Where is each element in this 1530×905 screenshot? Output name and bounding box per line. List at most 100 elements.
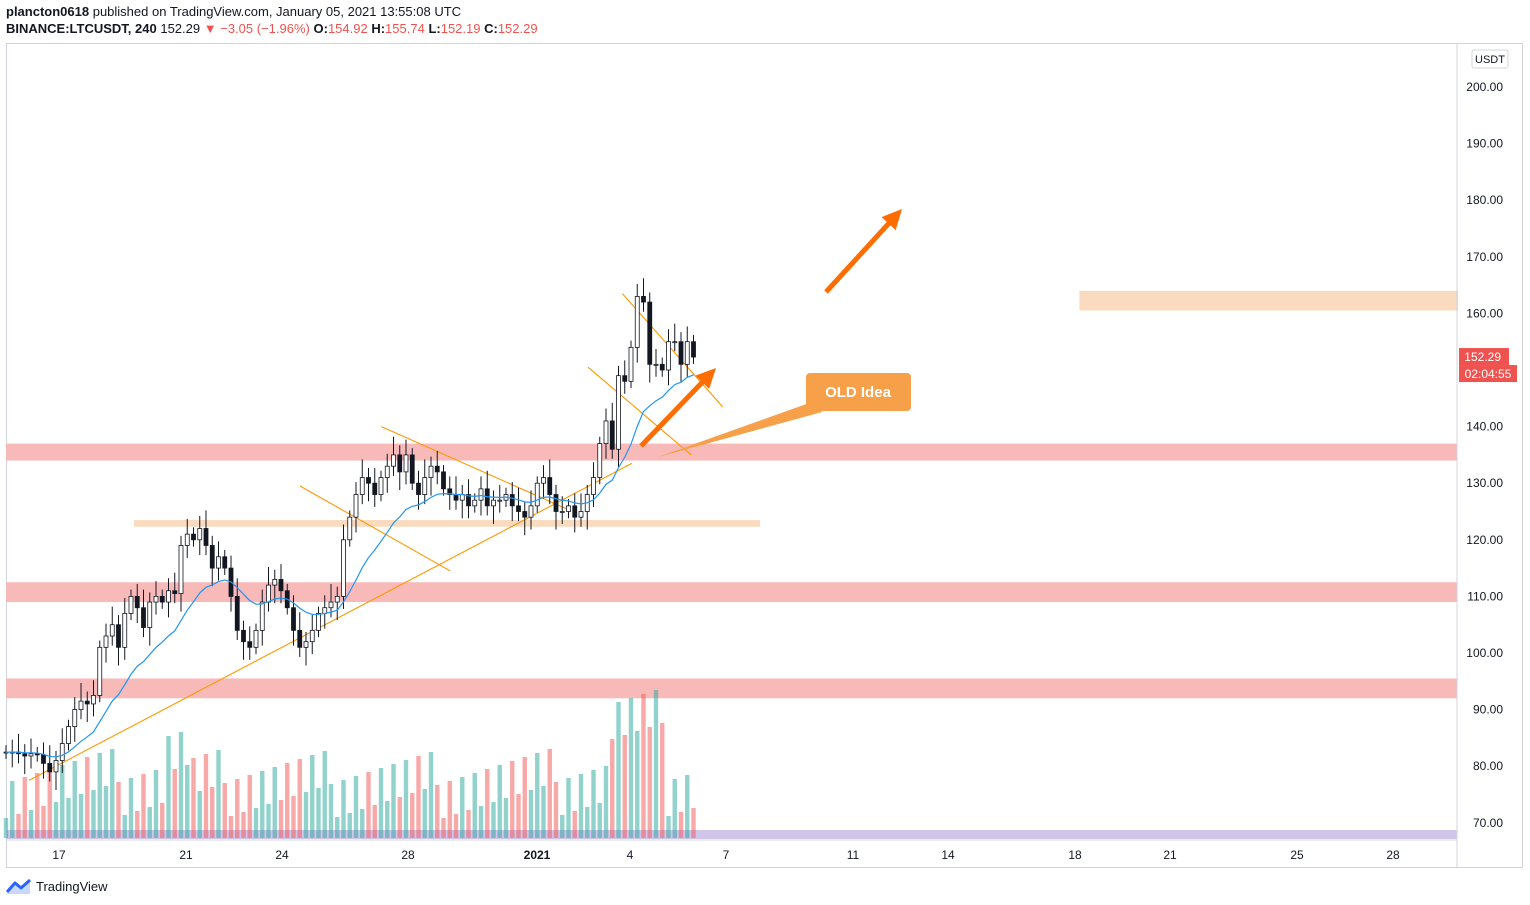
currency-label: USDT [1475,54,1505,66]
volume-bar [360,809,365,838]
time-tick: 14 [941,848,955,862]
candle-body [447,488,453,495]
trend-line [299,485,451,572]
candle-body [378,477,384,495]
candle-body [247,641,253,648]
candle-body [659,363,665,371]
volume-bar [547,749,552,838]
time-tick: 4 [627,848,634,862]
volume-bar [16,814,21,838]
price-tick: 110.00 [1467,589,1503,603]
candle-body [241,629,246,643]
candle-body [422,477,428,495]
symbol-label[interactable]: BINANCE:LTCUSDT, 240 [6,21,157,36]
candle-body [28,753,34,757]
candle-body [209,545,215,569]
candle-body [184,533,190,546]
candle-body [128,596,134,614]
candle-body [541,477,546,484]
candle-body [622,375,628,382]
candle-body [341,539,346,597]
price-tick: 90.00 [1473,703,1503,717]
volume-bar [128,778,134,838]
time-tick: 11 [847,848,860,862]
candle-body [441,471,446,490]
symbol-legend: BINANCE:LTCUSDT, 240 152.29 ▼ −3.05 (−1.… [6,21,538,36]
volume-bar [10,781,15,838]
volume-bar [28,810,34,838]
volume-bar [235,779,240,838]
candle-body [572,505,578,518]
candle-body [684,341,690,365]
open-label: O: [313,21,328,36]
candle-body [628,346,634,382]
volume-bar [310,755,315,838]
volume-bar [591,770,596,838]
supply-zone [1079,290,1459,311]
resistance-zone-110 [6,582,1457,603]
volume-bar [528,790,534,838]
candle-body [97,646,103,696]
volume-bar [122,815,127,838]
candles [3,278,696,790]
candle-body [397,454,403,473]
candle-body [34,753,40,756]
volume-bar [197,791,202,838]
candle-body [259,601,265,631]
candle-body [647,301,653,365]
candle-body [309,629,315,643]
candle-body [266,584,271,603]
price-change: −3.05 (−1.96%) [220,21,310,36]
candle-body [416,482,421,495]
candle-body [103,635,109,648]
volume-bar [622,735,627,838]
volume-bar [428,752,434,838]
candle-body [497,499,503,502]
candle-body [203,528,209,546]
volume-bar [691,808,696,838]
candle-body [84,700,90,705]
volume-bar [453,814,459,838]
volume-bar [222,783,227,838]
volume-bar [522,757,527,838]
candle-body [528,505,534,518]
candle-body [316,612,321,631]
volume-bar [116,782,121,838]
candle-body [616,375,621,450]
volume-bar [47,769,52,838]
candle-body [391,454,396,467]
candle-body [72,709,78,727]
volume-bar [416,756,421,838]
candle-body [197,528,203,541]
volume-baseline [6,830,1457,839]
candle-body [516,505,521,512]
volume-bar [610,739,615,838]
volume-bar [378,768,384,838]
time-tick: 2021 [524,848,551,862]
volume-bar [491,802,496,838]
volume-bar [241,812,246,838]
publisher-name[interactable]: plancton0618 [6,4,90,19]
volume-bar [628,698,634,838]
candle-body [141,607,146,628]
price-tick: 170.00 [1466,250,1503,264]
volume-bar [516,794,521,838]
tradingview-logo-icon[interactable] [6,878,32,894]
callout-pointer [658,402,822,457]
volume-bar [110,749,115,838]
volume-bar [403,760,409,838]
candle-body [372,482,378,495]
volume-bar [35,773,40,838]
high-value: 155.74 [385,21,425,36]
candle-body [609,420,615,450]
tradingview-brand[interactable]: TradingView [36,878,108,894]
time-tick: 25 [1290,848,1304,862]
volume-bar [291,796,296,838]
time-tick: 24 [275,848,289,862]
candle-body [547,477,553,495]
price-tick: 80.00 [1473,759,1503,773]
candle-body [428,465,434,478]
trend-line [28,462,633,781]
candle-body [166,590,171,603]
